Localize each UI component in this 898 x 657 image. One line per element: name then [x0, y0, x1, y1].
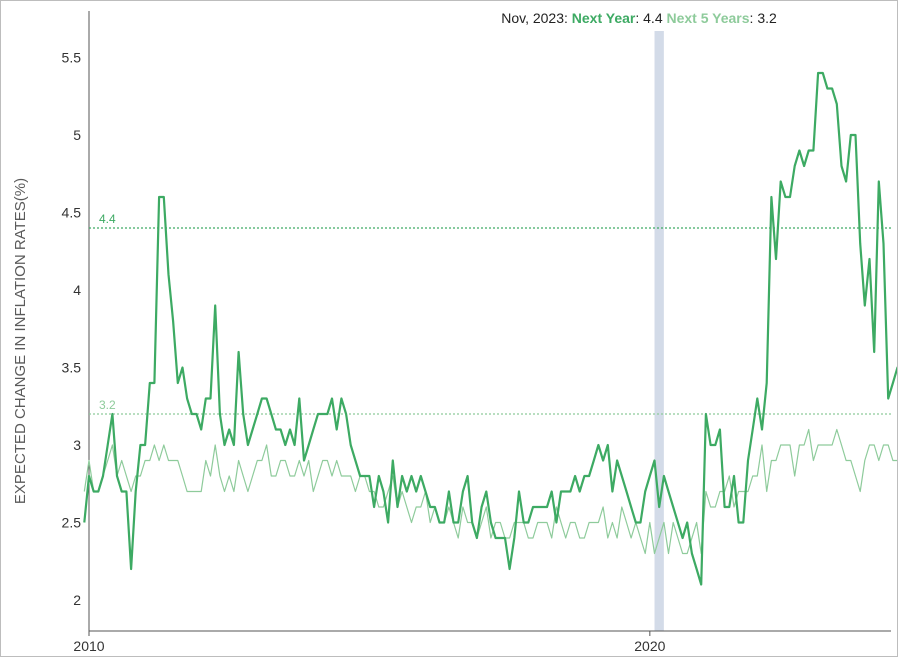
y-tick-label: 5.5 — [62, 50, 82, 66]
readout-next-year-label: Next Year — [572, 10, 636, 26]
y-tick-label: 2.5 — [62, 515, 82, 531]
x-tick-label: 2010 — [73, 638, 104, 654]
readout-period: Nov, 2023 — [501, 10, 564, 26]
series-line-next-5-years — [83, 428, 897, 555]
series-line-next-year — [83, 71, 897, 586]
y-tick-label: 3.5 — [62, 360, 82, 376]
readout-next-5-years-label: Next 5 Years — [667, 10, 750, 26]
y-axis-label: EXPECTED CHANGE IN INFLATION RATES(%) — [12, 178, 29, 504]
x-tick-label: 2020 — [634, 638, 665, 654]
readout-next-5-years-value: 3.2 — [757, 10, 777, 26]
y-tick-label: 5 — [73, 127, 81, 143]
y-tick-label: 4.5 — [62, 205, 82, 221]
y-tick-label: 3 — [73, 437, 81, 453]
y-tick-label: 4 — [73, 282, 81, 298]
hover-readout: Nov, 2023: Next Year: 4.4 Next 5 Years: … — [501, 10, 777, 26]
recession-band — [654, 31, 664, 631]
reference-line-label: 4.4 — [99, 212, 116, 226]
y-tick-label: 2 — [73, 592, 81, 608]
readout-next-year-value: 4.4 — [643, 10, 663, 26]
reference-line-label: 3.2 — [99, 398, 116, 412]
